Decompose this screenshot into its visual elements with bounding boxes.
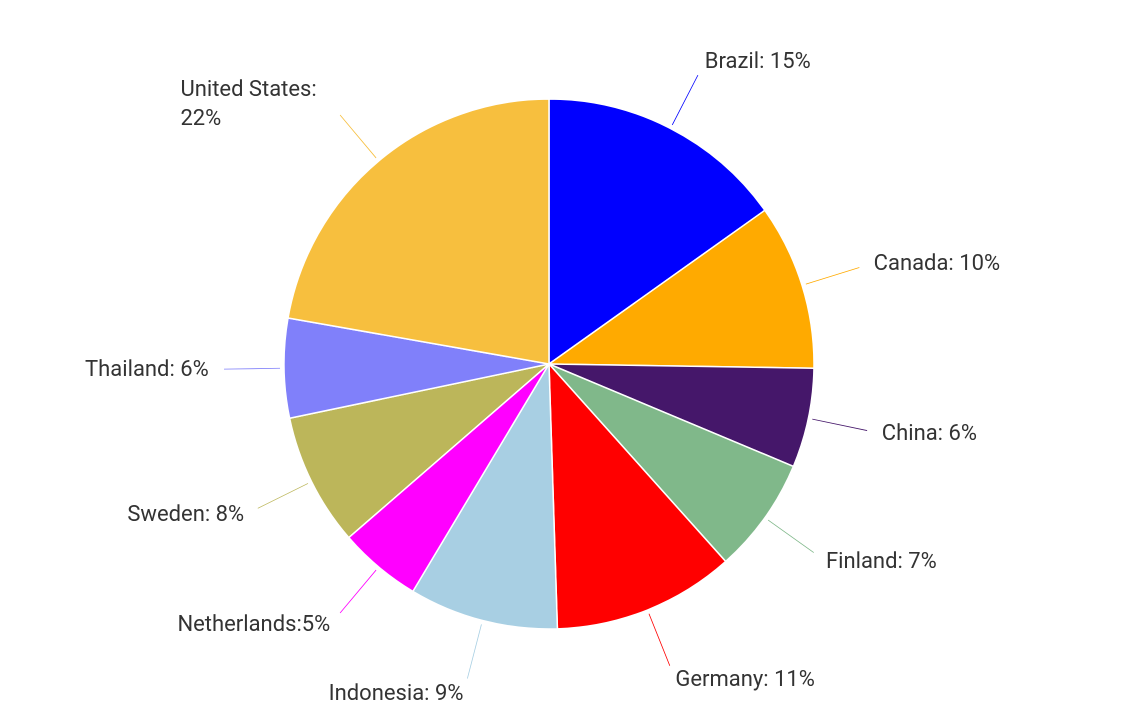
data-label: Finland: 7%: [825, 548, 937, 574]
pie-slice: [288, 362, 552, 539]
pie-slice: [287, 98, 550, 365]
data-label: China: 6%: [881, 421, 977, 447]
leader-line: [257, 483, 309, 509]
data-label: Netherlands:5%: [177, 611, 331, 637]
data-label: Sweden: 8%: [127, 502, 245, 528]
data-label: Canada: 10%: [873, 250, 1001, 276]
data-label: Brazil: 15%: [704, 49, 811, 75]
pie-slice: [548, 98, 766, 366]
pie-slice: [546, 209, 815, 369]
leader-line: [224, 367, 281, 370]
leader-line: [671, 74, 699, 126]
pie-slice: [548, 361, 727, 630]
leader-line: [648, 613, 671, 666]
data-label: Germany: 11%: [675, 667, 815, 693]
leader-line: [339, 114, 377, 159]
leader-line: [466, 624, 482, 679]
leader-line: [339, 569, 377, 614]
data-label: Indonesia: 9%: [328, 680, 464, 706]
leader-line: [805, 267, 860, 285]
data-label: Thailand: 6%: [85, 356, 209, 382]
leader-line: [812, 418, 868, 431]
data-label: United States: 22%: [180, 76, 317, 131]
pie-slice: [548, 363, 795, 563]
pie-slice: [411, 361, 559, 630]
leader-line: [767, 519, 814, 553]
